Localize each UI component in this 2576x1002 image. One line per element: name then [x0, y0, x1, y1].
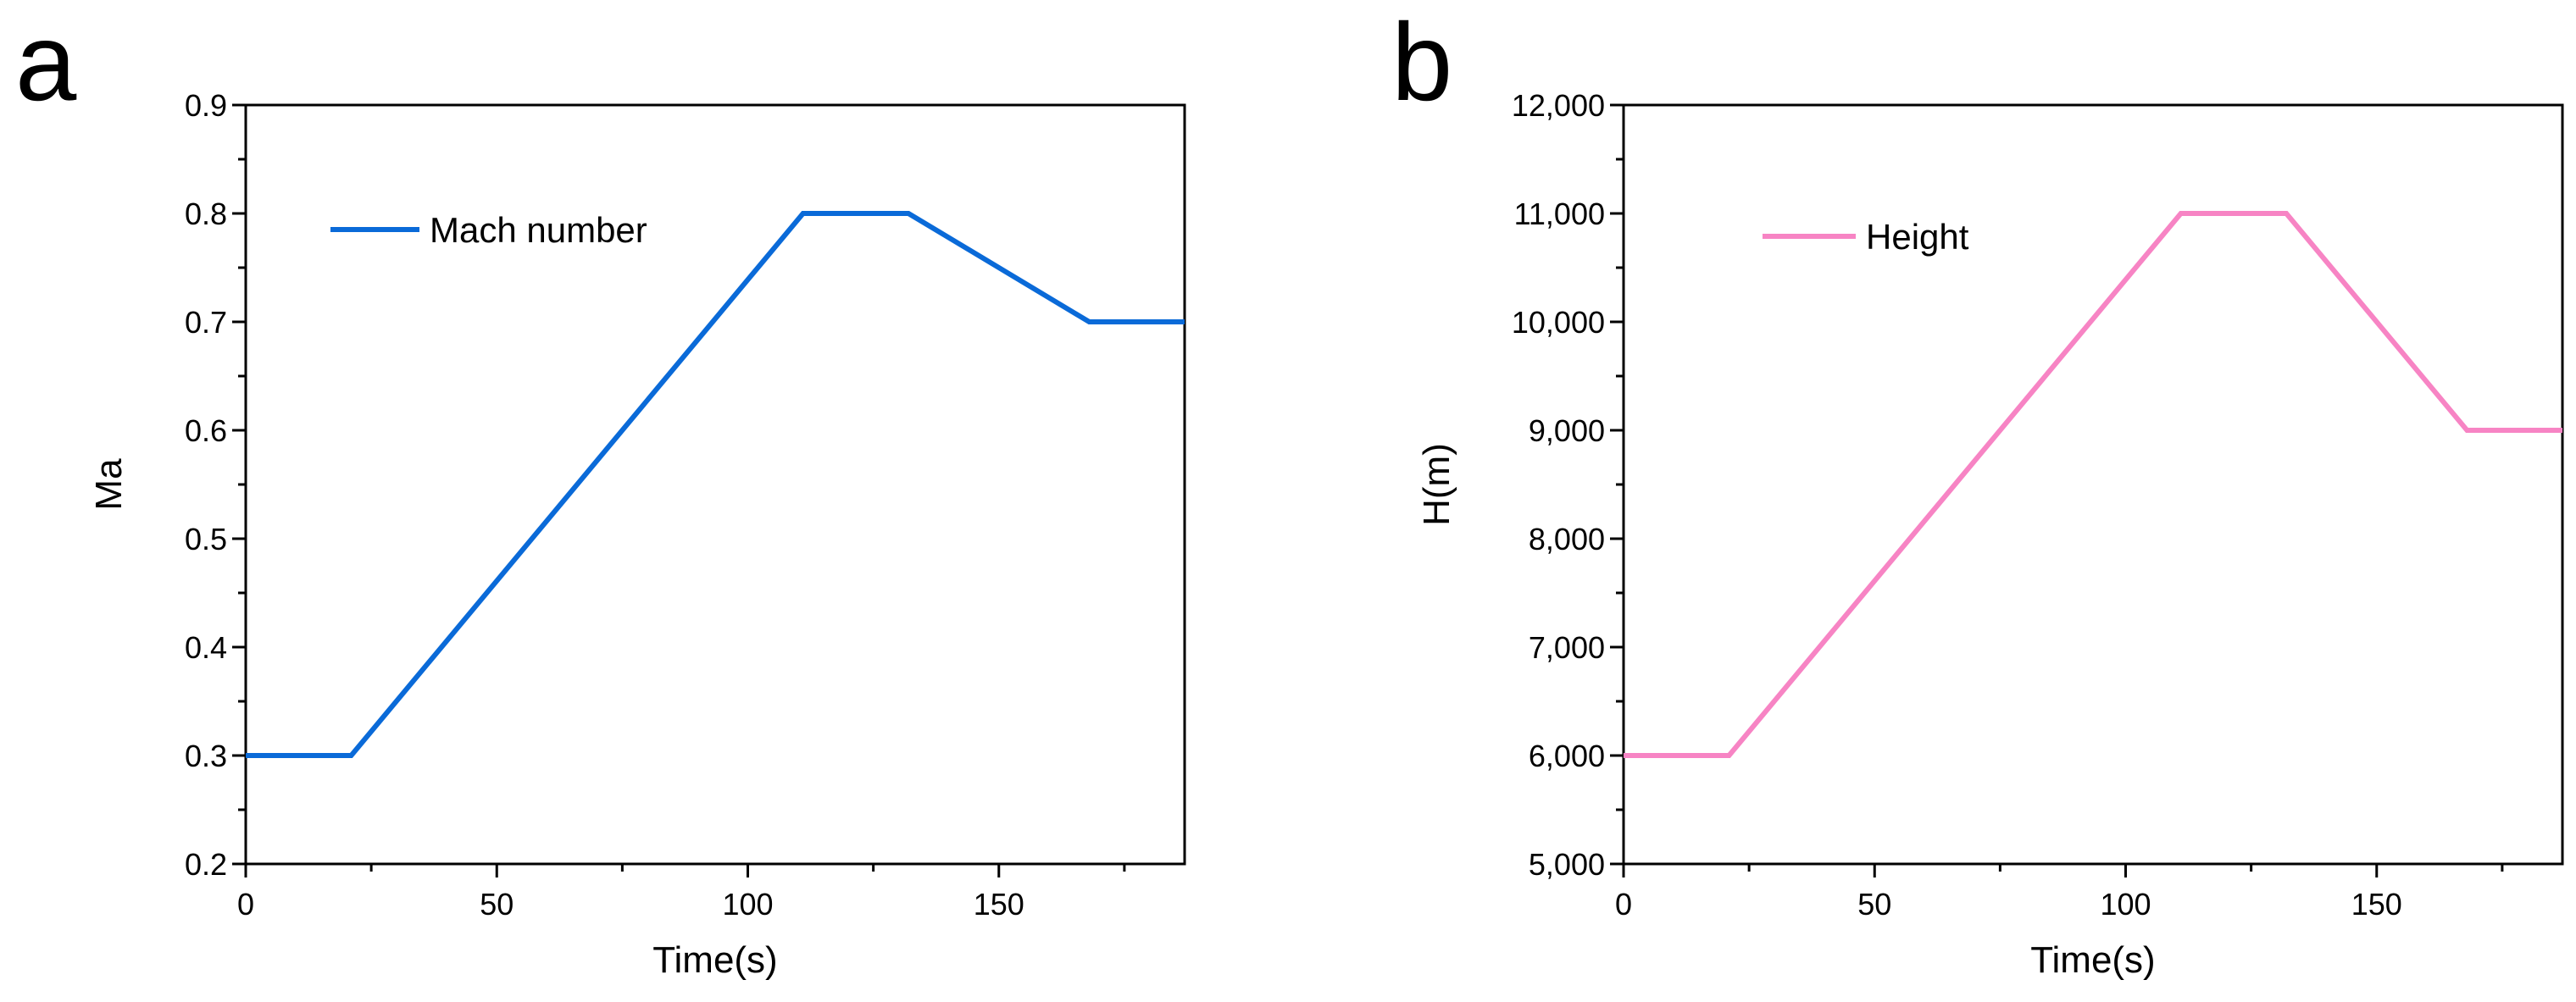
y-tick-label: 10,000 — [1512, 305, 1605, 340]
y-tick-label: 0.7 — [185, 305, 227, 340]
plot-frame — [244, 103, 1186, 866]
x-tick-label: 50 — [1857, 887, 1891, 922]
chart-b: b 0 50 100 150 5,000 6,000 7,000 8,000 9,000 10,00… — [1391, 0, 2564, 981]
series-line — [246, 211, 1185, 758]
x-tick-label: 50 — [480, 887, 514, 922]
panel-label: a — [15, 0, 77, 124]
legend-label: Mach number — [430, 210, 647, 250]
chart-a: a 0 50 100 150 0.2 0.3 0.4 0.5 0.6 0.7 0.8 0.9 Time(s… — [15, 0, 1186, 981]
y-tick-label: 0.6 — [185, 413, 227, 448]
legend-label: Height — [1866, 217, 1969, 257]
y-tick-label: 11,000 — [1514, 197, 1605, 231]
y-tick-label: 6,000 — [1529, 739, 1605, 773]
series-line — [1624, 211, 2562, 758]
x-tick-label: 100 — [2100, 887, 2151, 922]
y-tick-label: 0.5 — [185, 522, 227, 556]
y-tick-label: 9,000 — [1529, 413, 1605, 448]
y-axis-label: H(m) — [1416, 443, 1457, 526]
y-tick-label: 7,000 — [1529, 630, 1605, 665]
panel-label: b — [1391, 0, 1452, 124]
x-tick-label: 0 — [1615, 887, 1632, 922]
x-tick-label: 100 — [722, 887, 773, 922]
y-tick-label: 0.8 — [185, 197, 227, 231]
y-tick-label: 0.9 — [185, 88, 227, 123]
plot-frame — [1622, 103, 2564, 866]
y-tick-label: 0.3 — [185, 739, 227, 773]
y-tick-label: 12,000 — [1512, 88, 1605, 123]
x-axis-label: Time(s) — [652, 939, 777, 981]
y-tick-label: 0.4 — [185, 630, 227, 665]
y-tick-label: 5,000 — [1529, 847, 1605, 882]
x-tick-label: 0 — [237, 887, 254, 922]
y-tick-label: 8,000 — [1529, 522, 1605, 556]
y-axis-label: Ma — [88, 458, 130, 511]
x-tick-label: 150 — [2351, 887, 2402, 922]
x-axis-label: Time(s) — [2030, 939, 2155, 981]
x-tick-label: 150 — [974, 887, 1024, 922]
y-tick-label: 0.2 — [185, 847, 227, 882]
